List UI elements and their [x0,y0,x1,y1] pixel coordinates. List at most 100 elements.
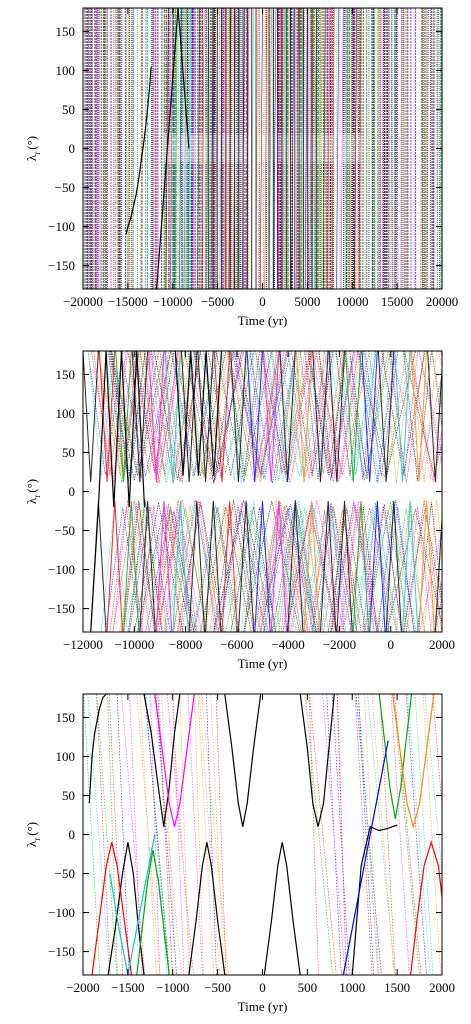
track-line [166,500,223,632]
series-line [263,842,301,975]
track-line [418,351,442,455]
track-line [263,351,318,483]
track-line [98,351,116,483]
track-line [372,8,374,289]
track-line [345,351,362,483]
track-line [287,507,323,632]
track-line [394,8,397,289]
track-line [259,508,317,632]
track-line [403,506,432,632]
series-line [156,8,190,289]
x-tick-label: 2000 [429,980,455,995]
track-line [376,499,415,632]
track-line [404,8,407,289]
track-line [433,8,436,289]
track-line [423,499,442,632]
x-tick-label: −12000 [63,637,103,652]
track-line [120,8,122,289]
x-tick-label: −5000 [201,294,234,309]
track-line [396,499,424,632]
track-line [385,500,402,632]
track-line [108,694,124,975]
track-line [465,509,471,632]
track-line [90,500,107,632]
track-line [318,8,322,289]
track-line [192,505,238,632]
track-line [134,351,175,473]
track-line [354,694,373,975]
track-line [364,694,379,975]
plot-frame [82,693,443,976]
track-line [263,351,280,483]
track-line [315,351,370,475]
track-line [123,501,155,632]
y-tick-label: −100 [48,905,75,920]
track-line [121,500,156,632]
track-line [330,502,378,632]
track-line [139,351,179,484]
y-tick-label: 50 [62,788,75,803]
y-tick-label: 150 [56,24,76,39]
y-tick-label: −100 [48,219,75,234]
track-line [121,694,146,975]
y-tick-label: −50 [55,180,75,195]
track-line [381,506,415,632]
track-line [403,351,432,482]
track-line [322,8,326,289]
track-line [377,351,395,483]
background-tracks [83,694,442,975]
track-line [228,351,255,484]
track-line [270,351,329,477]
track-line [394,351,411,483]
track-line [351,502,399,632]
track-line [366,504,402,632]
track-line [145,506,197,632]
track-line [295,8,299,289]
series-line [90,351,146,632]
track-line [240,499,267,632]
track-line [408,351,442,484]
track-line [237,500,255,632]
track-line [308,694,319,975]
track-line [328,351,346,483]
track-line [304,351,343,474]
track-line [105,507,141,632]
track-line [277,351,334,476]
track-line [263,504,318,632]
x-tick-label: −4000 [271,637,304,652]
track-line [259,8,263,289]
track-line [390,8,393,289]
track-line [165,8,168,289]
series-line [88,694,107,804]
track-line [91,351,135,483]
track-line [358,694,379,975]
track-line [336,8,340,289]
track-line [127,8,129,289]
track-line [286,8,290,289]
x-tick-label: 0 [387,637,394,652]
track-line [303,500,320,632]
track-line [265,503,294,632]
track-line [358,8,362,289]
track-line [188,500,206,632]
track-line [214,502,269,632]
track-line [255,351,311,473]
track-line [336,694,347,975]
track-line [333,500,375,632]
track-line [326,694,342,975]
track-line [257,505,316,632]
track-line [158,499,198,632]
series-line [188,842,226,975]
x-axis-label: Time (yr) [238,656,288,671]
track-line [266,351,300,483]
track-line [123,502,150,632]
track-line [171,694,192,975]
track-line [96,694,118,975]
track-line [435,601,442,632]
x-tick-label: −10000 [114,637,154,652]
track-line [221,500,238,632]
track-line [309,694,337,975]
track-line [164,507,207,632]
track-line [331,505,380,632]
x-tick-label: −10000 [153,294,193,309]
